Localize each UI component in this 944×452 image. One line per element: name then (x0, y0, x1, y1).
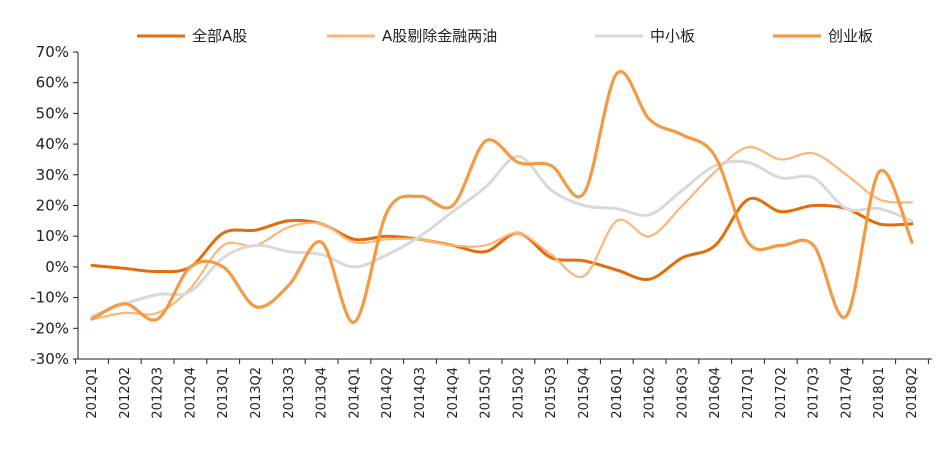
x-tick-label: 2017Q3 (807, 367, 822, 419)
x-tick-label: 2013Q4 (315, 367, 330, 419)
x-tick-label: 2015Q1 (479, 367, 494, 419)
y-tick-label: 70% (36, 43, 69, 61)
x-tick-label: 2013Q1 (216, 367, 231, 419)
x-tick-label: 2015Q3 (544, 367, 559, 419)
x-tick-label: 2016Q3 (675, 367, 690, 419)
y-tick-label: 60% (36, 74, 69, 92)
series-chinext-line (90, 69, 914, 324)
y-tick-label: -20% (30, 319, 69, 337)
x-tick-label: 2012Q1 (85, 367, 100, 419)
x-tick-label: 2017Q1 (741, 367, 756, 419)
series-sme-board-legend-label: 中小板 (650, 27, 695, 45)
x-tick-label: 2018Q2 (905, 367, 920, 419)
y-tick-label: -30% (30, 350, 69, 368)
series-sme-board-line (90, 154, 914, 318)
series-all-a-shares-legend-label: 全部A股 (192, 27, 247, 45)
legend: 全部A股 A股剔除金融两油 中小板 创业板 (137, 27, 873, 45)
x-tick-label: 2017Q2 (774, 367, 789, 419)
x-tick-label: 2012Q3 (151, 367, 166, 419)
x-tick-label: 2016Q1 (610, 367, 625, 419)
x-tick-label: 2014Q2 (380, 367, 395, 419)
x-tick-label: 2017Q4 (839, 367, 854, 419)
x-tick-label: 2014Q4 (446, 367, 461, 419)
x-tick-label: 2013Q3 (282, 367, 297, 419)
x-tick-label: 2016Q2 (643, 367, 658, 419)
y-tick-label: 20% (36, 197, 69, 215)
y-axis-ticks: 70% 60% 50% 40% 30% 20% 10% 0% -10% -20% -30% (30, 43, 78, 368)
series-lines (90, 69, 914, 324)
series-all-a-shares-line (90, 196, 914, 281)
x-tick-label: 2012Q4 (183, 367, 198, 419)
x-tick-label: 2015Q4 (577, 367, 592, 419)
x-tick-label: 2018Q1 (872, 367, 887, 419)
x-tick-label: 2012Q2 (118, 367, 133, 419)
y-tick-label: 10% (36, 227, 69, 245)
x-tick-label: 2016Q4 (708, 367, 723, 419)
y-tick-label: 50% (36, 104, 69, 122)
y-tick-label: 30% (36, 166, 69, 184)
x-tick-label: 2014Q3 (413, 367, 428, 419)
series-a-ex-fin-oil-legend-label: A股剔除金融两油 (382, 27, 497, 45)
axes (77, 52, 932, 360)
y-tick-label: 0% (45, 258, 69, 276)
series-a-ex-fin-oil-line (90, 145, 914, 321)
x-axis-ticks: 2012Q1 2012Q2 2012Q3 2012Q4 2013Q1 2013Q2 2013… (75, 359, 929, 419)
series-chinext-legend-label: 创业板 (828, 27, 873, 45)
y-tick-label: -10% (30, 289, 69, 307)
x-tick-label: 2013Q2 (249, 367, 264, 419)
y-tick-label: 40% (36, 135, 69, 153)
x-tick-label: 2014Q1 (347, 367, 362, 419)
x-tick-label: 2015Q2 (511, 367, 526, 419)
